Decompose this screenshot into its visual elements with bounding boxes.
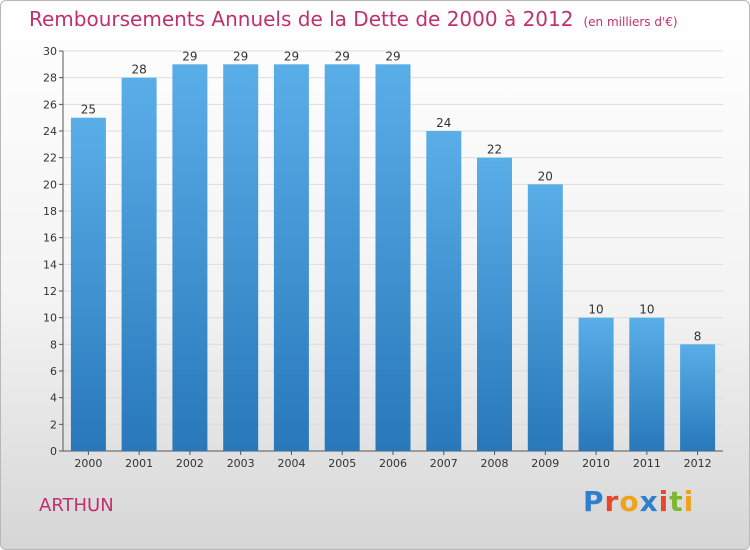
y-tick-label: 14 [43,258,57,271]
bar-value-label: 29 [182,49,197,63]
y-tick-label: 26 [43,98,57,111]
bar-value-label: 24 [436,116,451,130]
bar [426,131,462,451]
y-tick-label: 10 [43,312,57,325]
x-tick-label: 2009 [531,457,559,470]
bars [70,64,716,452]
y-tick-label: 2 [50,418,57,431]
y-tick-label: 18 [43,205,57,218]
logo-letter: i [658,485,670,518]
bar-value-label: 10 [639,303,654,317]
y-tick-label: 8 [50,338,57,351]
bar-value-label: 8 [694,329,702,343]
bar-value-label: 28 [132,63,147,77]
bar-value-label: 29 [284,49,299,63]
y-tick-label: 0 [50,445,57,458]
bar [629,317,665,451]
bar-value-label: 10 [588,303,603,317]
bar-value-label: 25 [81,103,96,117]
chart-subtitle: (en milliers d'€) [583,15,678,29]
labels: 0246810121416182022242628302520002820012… [43,45,712,470]
x-tick-label: 2001 [125,457,153,470]
y-tick-label: 28 [43,72,57,85]
bar [375,64,411,452]
x-tick-label: 2011 [633,457,661,470]
bar [527,184,563,452]
bar-value-label: 29 [385,49,400,63]
logo-letter: i [683,485,695,518]
y-tick-label: 22 [43,152,57,165]
bar [680,344,716,451]
bar [324,64,360,452]
x-tick-label: 2010 [582,457,610,470]
y-tick-label: 4 [50,392,57,405]
x-tick-label: 2004 [277,457,305,470]
bar [273,64,309,452]
y-tick-label: 12 [43,285,57,298]
bar-value-label: 22 [487,143,502,157]
bar [223,64,259,452]
bar [477,157,512,451]
bar [121,77,157,451]
logo-letter: r [604,485,620,518]
bar [172,64,208,452]
bar [578,317,614,451]
x-tick-label: 2008 [481,457,509,470]
logo-letter: t [669,485,684,518]
y-tick-label: 16 [43,232,57,245]
y-tick-label: 24 [43,125,57,138]
x-tick-label: 2000 [74,457,102,470]
chart-title: Remboursements Annuels de la Dette de 20… [29,7,678,31]
x-tick-label: 2006 [379,457,407,470]
bar-value-label: 29 [335,49,350,63]
x-tick-label: 2005 [328,457,356,470]
bar-value-label: 20 [538,169,553,183]
y-tick-label: 30 [43,45,57,58]
chart-title-text: Remboursements Annuels de la Dette de 20… [29,7,574,31]
bar [70,117,106,451]
x-tick-label: 2003 [227,457,255,470]
x-tick-label: 2012 [684,457,712,470]
logo-letter: P [583,485,605,518]
y-tick-label: 20 [43,178,57,191]
bar-value-label: 29 [233,49,248,63]
logo-letter: x [639,485,659,518]
logo-letter: o [619,485,640,518]
x-tick-label: 2002 [176,457,204,470]
place-name: ARTHUN [39,495,114,516]
y-tick-label: 6 [50,365,57,378]
x-tick-label: 2007 [430,457,458,470]
proxiti-logo: Proxiti [583,485,694,518]
